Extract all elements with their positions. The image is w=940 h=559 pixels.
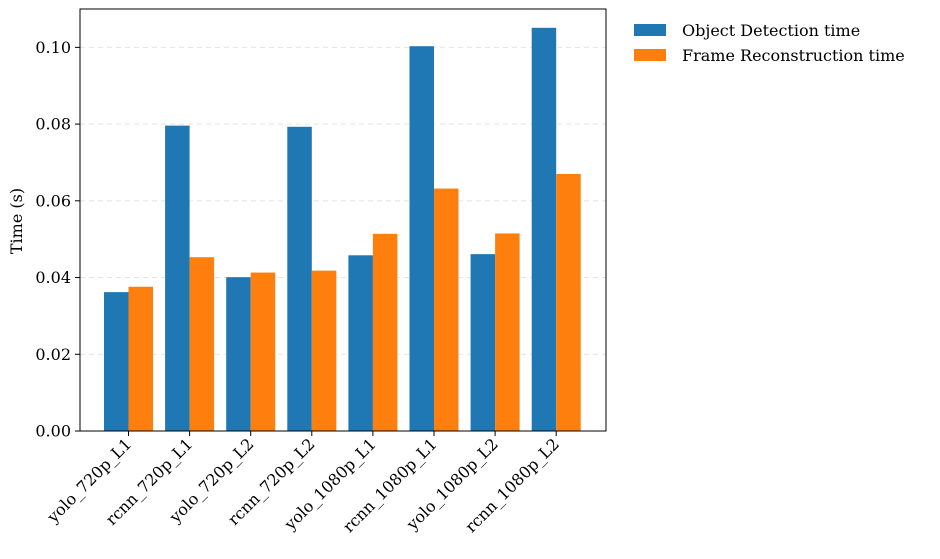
- bar-object-detection: [226, 277, 251, 431]
- bar-object-detection: [348, 255, 373, 431]
- bar-object-detection: [409, 46, 434, 431]
- bar-frame-reconstruction: [128, 286, 153, 431]
- bar-frame-reconstruction: [311, 270, 337, 431]
- legend-label: Object Detection time: [682, 21, 860, 40]
- bar-frame-reconstruction: [495, 233, 520, 431]
- plot-frame: [79, 8, 607, 432]
- legend-label: Frame Reconstruction time: [682, 46, 905, 65]
- y-tick-label: 0.10: [35, 38, 71, 57]
- legend-swatch: [634, 24, 666, 36]
- y-tick-label: 0.04: [35, 268, 71, 287]
- bar-frame-reconstruction: [372, 233, 398, 431]
- grid-lines: [80, 46, 606, 355]
- bar-frame-reconstruction: [556, 173, 581, 432]
- x-axis: yolo_720p_L1rcnn_720p_L1yolo_720p_L2rcnn…: [43, 431, 563, 536]
- bar-object-detection: [531, 27, 557, 431]
- y-tick-label: 0.02: [35, 345, 71, 364]
- y-tick-label: 0.00: [35, 422, 71, 441]
- y-axis-title: Time (s): [7, 188, 26, 254]
- bar-object-detection: [287, 126, 312, 431]
- bar-frame-reconstruction: [250, 272, 276, 431]
- legend: Object Detection time Frame Reconstructio…: [634, 21, 905, 65]
- legend-swatch: [634, 49, 666, 61]
- bar-frame-reconstruction: [434, 188, 459, 431]
- bar-frame-reconstruction: [189, 257, 215, 431]
- y-axis: 0.00 0.02 0.04 0.06 0.08 0.10: [35, 38, 80, 441]
- y-tick-label: 0.06: [35, 191, 71, 210]
- bar-object-detection: [104, 292, 129, 431]
- bar-object-detection: [165, 125, 190, 431]
- y-tick-label: 0.08: [35, 115, 71, 134]
- bar-object-detection: [470, 254, 496, 431]
- bars: [104, 27, 581, 432]
